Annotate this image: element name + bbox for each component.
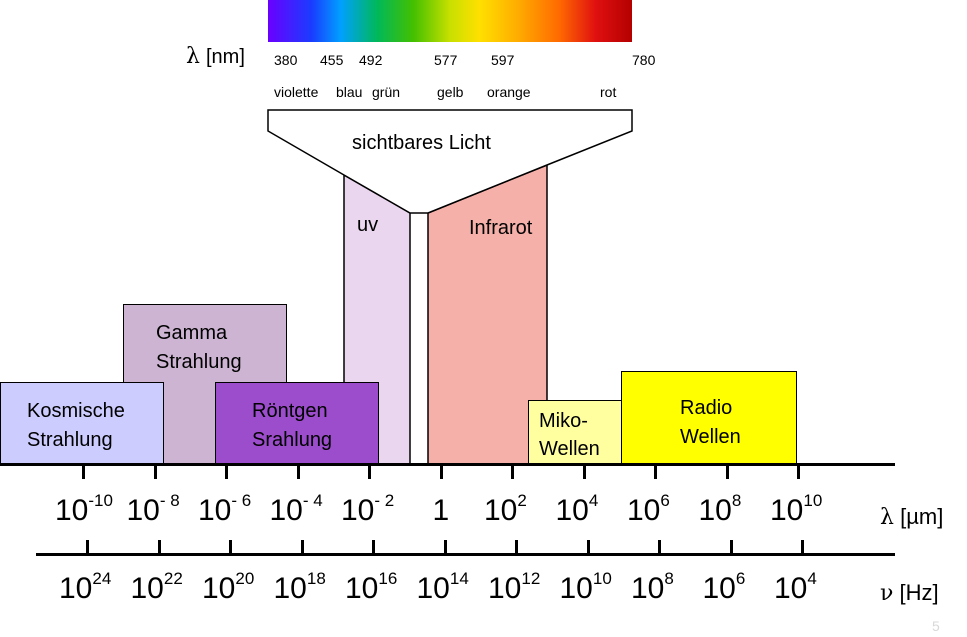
frequency-tick bbox=[586, 540, 590, 554]
wavelength-tick-label: 104 bbox=[555, 491, 599, 527]
frequency-tick-label: 1014 bbox=[416, 569, 469, 605]
wavelength-tick bbox=[797, 465, 800, 479]
wavelength-tick bbox=[725, 465, 729, 479]
frequency-axis-line bbox=[36, 553, 895, 556]
frequency-tick-label: 1018 bbox=[273, 569, 326, 605]
wavelength-axis-unit-text: [µm] bbox=[900, 504, 944, 529]
visible-light-funnel bbox=[267, 109, 633, 214]
nm-unit-label: [nm] bbox=[206, 46, 245, 68]
wavelength-tick bbox=[654, 465, 657, 479]
frequency-tick bbox=[157, 540, 161, 554]
visible-spectrum-bar bbox=[268, 0, 632, 42]
frequency-tick-label: 1020 bbox=[202, 569, 255, 605]
wavelength-axis-unit: λ [µm] bbox=[880, 504, 943, 530]
frequency-tick bbox=[801, 540, 804, 554]
wavelength-tick-label: 1010 bbox=[770, 491, 823, 527]
wavelength-label: 380 bbox=[274, 52, 298, 68]
wavelength-label: 780 bbox=[632, 52, 656, 68]
wavelength-tick bbox=[296, 465, 300, 479]
wavelength-tick bbox=[225, 465, 228, 479]
frequency-tick-label: 104 bbox=[774, 569, 817, 605]
infrared-label: Infrarot bbox=[469, 217, 533, 239]
wavelength-tick bbox=[439, 465, 443, 479]
cosmic-label-line2: Strahlung bbox=[27, 429, 113, 451]
page-number: 5 bbox=[932, 618, 940, 634]
wavelength-tick-label: 102 bbox=[484, 491, 527, 527]
frequency-tick-label: 108 bbox=[631, 569, 674, 605]
frequency-axis-unit: ν [Hz] bbox=[880, 580, 939, 606]
frequency-tick bbox=[729, 540, 733, 554]
wavelength-tick-label: 108 bbox=[698, 491, 742, 527]
cosmic-label-line1: Kosmische bbox=[27, 400, 125, 422]
uv-label: uv bbox=[357, 214, 379, 236]
wavelength-label: 455 bbox=[320, 52, 344, 68]
wavelength-label: 597 bbox=[491, 52, 515, 68]
wavelength-label: 492 bbox=[359, 52, 383, 68]
gamma-label-line1: Gamma bbox=[156, 322, 228, 344]
frequency-tick bbox=[86, 540, 89, 554]
frequency-tick-label: 106 bbox=[702, 569, 746, 605]
frequency-tick-label: 1024 bbox=[59, 569, 112, 605]
frequency-tick bbox=[443, 540, 447, 554]
frequency-tick bbox=[300, 540, 304, 554]
radio-label-line2: Wellen bbox=[680, 426, 741, 448]
visible-light-label: sichtbares Licht bbox=[352, 132, 491, 154]
frequency-tick-label: 1022 bbox=[130, 569, 183, 605]
wavelength-tick-label: 10- 6 bbox=[198, 491, 252, 527]
frequency-tick bbox=[658, 540, 661, 554]
frequency-axis-unit-text: [Hz] bbox=[899, 580, 939, 605]
color-name-label: violette bbox=[274, 84, 319, 100]
color-name-label: orange bbox=[487, 84, 531, 100]
cosmic-radiation-box: Kosmische Strahlung bbox=[0, 382, 164, 465]
wavelength-tick-label: 10- 8 bbox=[126, 491, 180, 527]
color-name-label: rot bbox=[600, 84, 617, 100]
frequency-tick-label: 1016 bbox=[345, 569, 398, 605]
frequency-tick bbox=[372, 540, 375, 554]
wavelength-axis-symbol: λ bbox=[880, 505, 894, 530]
wavelength-tick bbox=[153, 465, 157, 479]
frequency-axis-symbol: ν bbox=[880, 581, 894, 606]
frequency-tick-label: 1012 bbox=[488, 569, 541, 605]
wavelength-tick-label: 10- 4 bbox=[269, 491, 323, 527]
radio-label-line1: Radio bbox=[680, 397, 733, 419]
radio-waves-box: Radio Wellen bbox=[621, 371, 797, 465]
wavelength-tick-label: 10-10 bbox=[55, 491, 113, 527]
wavelength-tick bbox=[82, 465, 85, 479]
lambda-symbol: λ bbox=[186, 44, 200, 69]
frequency-tick-label: 1010 bbox=[559, 569, 612, 605]
xray-label-line2: Srahlung bbox=[252, 429, 333, 451]
wavelength-tick-label: 10- 2 bbox=[341, 491, 395, 527]
wavelength-label: 577 bbox=[434, 52, 458, 68]
wavelength-axis-line bbox=[0, 463, 895, 466]
frequency-tick bbox=[515, 540, 518, 554]
wavelength-tick bbox=[368, 465, 371, 479]
color-name-label: gelb bbox=[437, 84, 464, 100]
gamma-label-line2: Strahlung bbox=[156, 351, 242, 373]
frequency-tick bbox=[229, 540, 232, 554]
wavelength-tick-label: 1 bbox=[432, 494, 450, 527]
wavelength-tick bbox=[511, 465, 514, 479]
wavelength-tick-label: 106 bbox=[627, 491, 670, 527]
color-name-label: grün bbox=[372, 84, 401, 100]
wavelength-tick bbox=[582, 465, 586, 479]
color-name-label: blau bbox=[336, 84, 363, 100]
xray-radiation-box: Röntgen Srahlung bbox=[215, 382, 379, 465]
microwave-box: Miko- Wellen bbox=[528, 400, 627, 465]
microwave-label-line2: Wellen bbox=[539, 438, 600, 460]
xray-label-line1: Röntgen bbox=[252, 400, 328, 422]
microwave-label-line1: Miko- bbox=[539, 410, 588, 432]
